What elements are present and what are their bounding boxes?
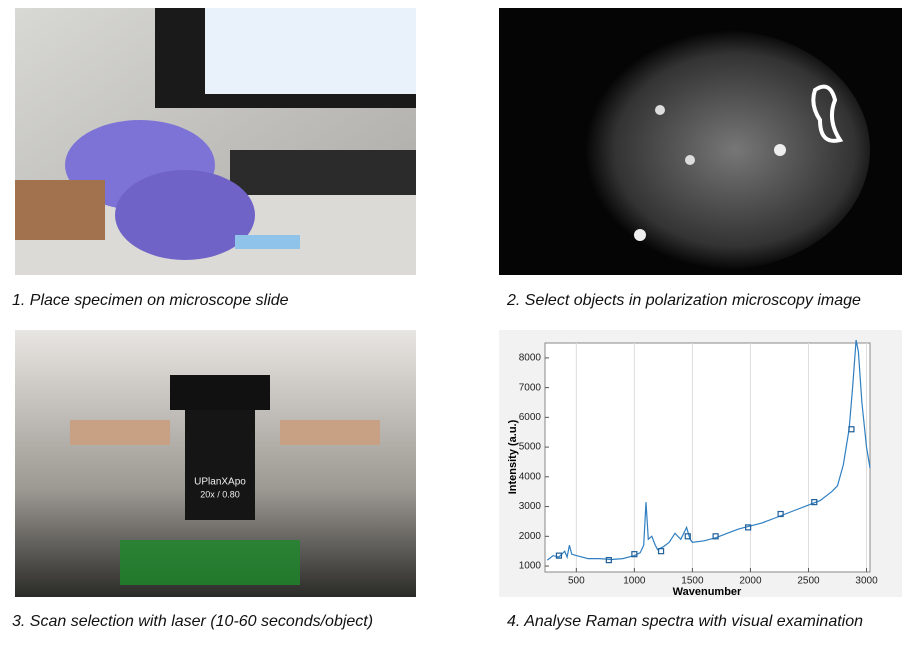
x-tick-label: 1000	[623, 576, 646, 587]
x-tick-label: 2500	[797, 576, 820, 587]
y-tick-label: 8000	[519, 353, 542, 364]
y-tick-label: 3000	[519, 501, 542, 512]
x-tick-label: 3000	[855, 576, 878, 587]
marker	[777, 510, 784, 518]
photo-1	[15, 8, 416, 275]
x-tick-label: 2000	[739, 576, 762, 587]
marker	[712, 533, 719, 540]
spectrum-line	[546, 339, 871, 561]
y-axis-label: Intensity (a.u.)	[507, 419, 519, 494]
marker	[811, 499, 818, 506]
marker	[555, 552, 563, 559]
photo-3: UPlanXApo 20x / 0.80	[15, 330, 416, 597]
marker	[657, 548, 665, 555]
x-tick-label: 1500	[681, 576, 704, 587]
photo-2	[499, 8, 902, 275]
caption: 1. Place specimen on microscope slide	[12, 292, 289, 309]
y-tick-label: 7000	[519, 382, 542, 393]
caption: 3. Scan selection with laser (10-60 seco…	[12, 613, 373, 630]
y-tick-label: 2000	[519, 531, 542, 542]
caption: 2. Select objects in polarization micros…	[506, 292, 861, 309]
objective-label: 20x / 0.80	[200, 489, 240, 499]
plot-area	[544, 342, 871, 573]
y-tick-label: 6000	[519, 412, 542, 423]
objective-label: UPlanXApo	[194, 477, 246, 488]
x-tick-label: 500	[568, 576, 585, 587]
y-tick-label: 5000	[519, 442, 542, 453]
marker	[684, 533, 691, 540]
caption: 4. Analyse Raman spectra with visual exa…	[507, 613, 863, 630]
marker	[848, 426, 855, 433]
marker	[605, 557, 612, 564]
y-tick-label: 1000	[519, 561, 542, 572]
marker	[745, 524, 752, 531]
y-tick-label: 4000	[519, 471, 542, 482]
x-axis-label: Wavenumber	[673, 586, 742, 598]
marker	[631, 551, 638, 558]
